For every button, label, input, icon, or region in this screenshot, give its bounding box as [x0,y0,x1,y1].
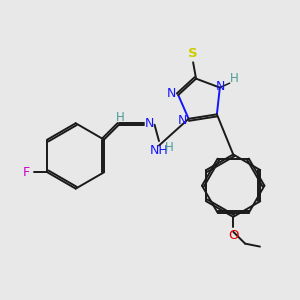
Text: H: H [116,111,125,124]
Text: N: N [167,87,176,100]
Text: H: H [165,141,174,154]
Text: H: H [230,72,239,85]
Text: N: N [177,114,187,127]
Text: N: N [216,80,225,94]
Text: S: S [188,47,198,61]
Text: N: N [145,117,154,130]
Text: NH: NH [150,143,168,157]
Text: F: F [22,166,29,179]
Text: O: O [228,229,238,242]
